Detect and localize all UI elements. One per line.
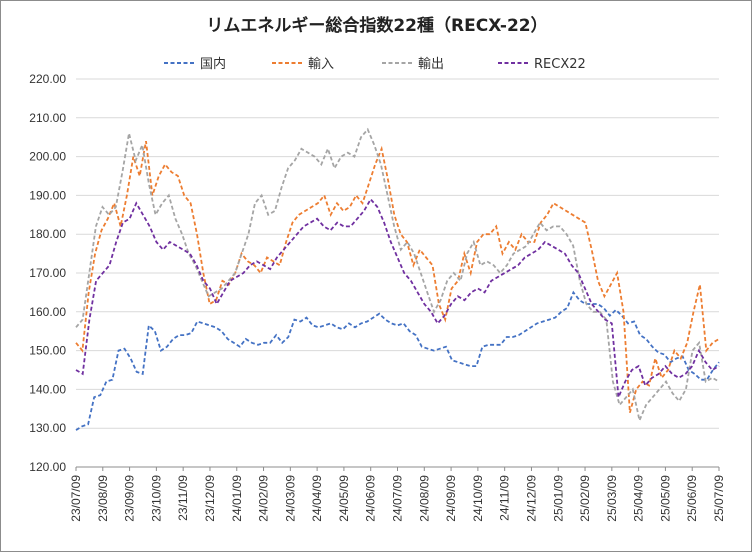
x-tick-label: 24/02/09	[257, 475, 271, 522]
x-tick-label: 24/07/09	[391, 475, 405, 522]
series-line-3	[75, 127, 720, 424]
series-line-2	[75, 140, 720, 413]
x-tick-label: 24/04/09	[310, 475, 324, 522]
series-lines	[75, 127, 720, 431]
series-line-4	[75, 197, 720, 398]
y-tick-label: 180.00	[29, 227, 66, 241]
x-tick-label: 23/11/09	[176, 475, 190, 521]
y-tick-label: 150.00	[29, 344, 66, 358]
chart-title: リムエネルギー総合指数22種（RECX-22）	[206, 15, 547, 36]
legend-label: 輸出	[418, 57, 444, 72]
y-tick-label: 120.00	[29, 460, 66, 474]
y-tick-label: 130.00	[29, 421, 66, 435]
x-tick-label: 23/12/09	[203, 475, 217, 522]
x-tick-label: 23/09/09	[123, 475, 137, 522]
legend-label: 国内	[200, 56, 226, 72]
x-tick-label: 24/05/09	[337, 475, 351, 522]
y-tick-label: 190.00	[29, 188, 66, 202]
x-tick-label: 25/01/09	[551, 475, 565, 522]
x-tick-label: 25/03/09	[605, 475, 619, 522]
x-tick-label: 24/01/09	[230, 475, 244, 522]
legend-label: 輸入	[308, 57, 334, 72]
x-tick-label: 23/10/09	[149, 475, 163, 522]
x-tick-label: 24/12/09	[524, 475, 538, 522]
legend: 国内 輸入 輸出 RECX22	[164, 56, 586, 72]
x-tick-label: 25/02/09	[578, 475, 592, 522]
x-tick-label: 24/08/09	[417, 475, 431, 522]
y-tick-label: 160.00	[29, 305, 66, 319]
y-axis-ticks: 120.00 130.00 140.00 150.00 160.00 170.00 180.…	[29, 72, 66, 474]
x-tick-label: 24/10/09	[471, 475, 485, 522]
y-tick-label: 220.00	[29, 72, 66, 86]
y-tick-label: 170.00	[29, 266, 66, 280]
x-tick-label: 25/06/09	[685, 475, 699, 522]
x-tick-label: 25/07/09	[712, 475, 726, 522]
x-tick-label: 25/04/09	[632, 475, 646, 522]
y-tick-label: 200.00	[29, 150, 66, 164]
series-line-1	[75, 290, 720, 431]
legend-label: RECX22	[534, 57, 586, 72]
x-tick-label: 24/03/09	[283, 475, 297, 522]
x-tick-label: 25/05/09	[658, 475, 672, 522]
x-axis-ticks: 23/07/09 23/08/09 23/09/09 23/10/09 23/11/09…	[69, 467, 726, 522]
x-tick-label: 24/09/09	[444, 475, 458, 522]
x-tick-label: 24/11/09	[498, 475, 512, 521]
x-tick-label: 23/07/09	[69, 475, 83, 522]
y-tick-label: 210.00	[29, 111, 66, 125]
x-tick-label: 23/08/09	[96, 475, 110, 522]
x-tick-label: 24/06/09	[364, 475, 378, 522]
y-tick-label: 140.00	[29, 382, 66, 396]
grid-lines	[76, 78, 719, 429]
